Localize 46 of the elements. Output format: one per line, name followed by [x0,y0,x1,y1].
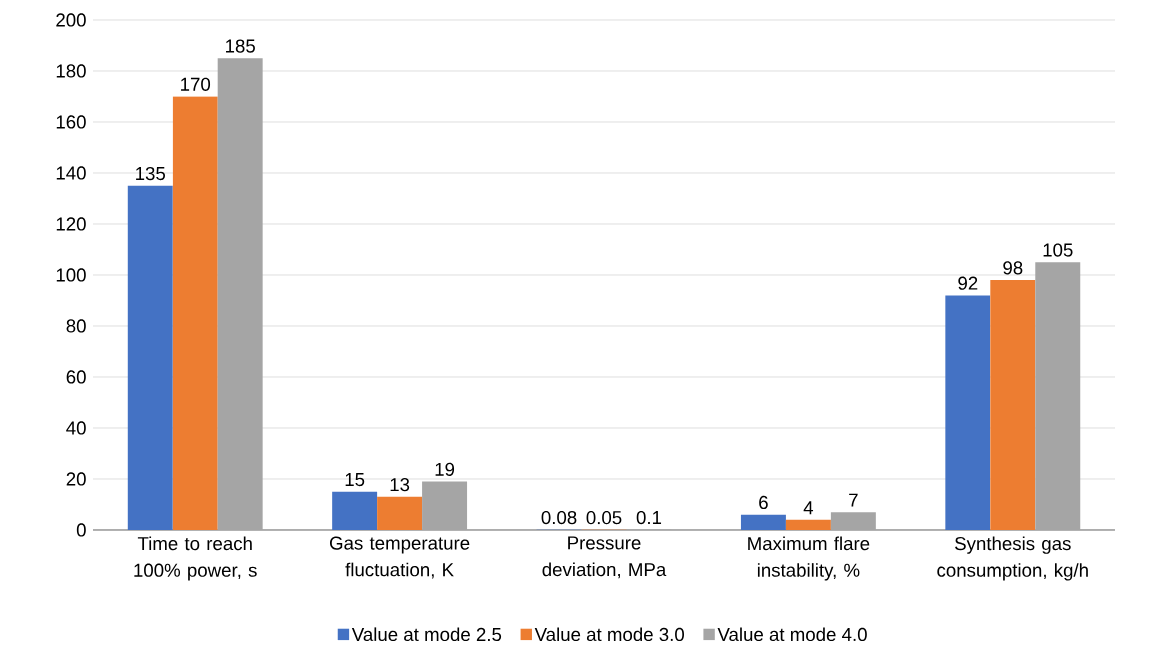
y-tick-label: 120 [56,217,86,231]
bar [332,491,378,530]
data-label: 170 [181,77,211,91]
bar [990,280,1036,530]
data-label: 0.08 [541,510,577,525]
y-tick-label: 100 [56,268,86,282]
data-label: 6 [759,495,768,510]
data-label: 13 [390,478,410,492]
legend-label: Value at mode 2.5 [351,627,502,642]
bar [127,185,173,530]
data-label: 185 [226,39,255,53]
data-label: 0.1 [636,510,662,525]
data-label: 4 [803,501,814,515]
y-tick-label: 20 [66,472,86,486]
y-tick-label: 180 [56,64,86,78]
y-tick-label: 0 [76,523,86,537]
bar [217,58,263,530]
data-label: 135 [136,166,166,181]
bar [1035,262,1081,530]
data-label: 98 [1003,261,1023,275]
bar [172,96,218,530]
data-label: 0.05 [586,511,622,525]
bar [785,519,831,530]
y-tick-label: 200 [56,13,86,27]
y-tick-label: 60 [66,370,86,384]
y-tick-label: 80 [66,319,86,333]
data-label: 15 [345,473,365,487]
legend-label: Value at mode 4.0 [717,627,867,642]
bar [422,481,468,530]
data-label: 19 [435,462,455,476]
x-tick-label: Maximum flare instability, % [748,536,870,581]
bar [377,496,423,530]
x-tick-label: Gas temperature fluctuation, K [330,536,470,579]
x-tick-label: Time to reach 100% power, s [134,536,257,581]
y-tick-label: 160 [56,115,86,129]
y-tick-label: 40 [66,421,86,435]
y-tick-label: 140 [56,166,86,180]
legend-label: Value at mode 3.0 [534,627,684,642]
x-tick-label: Synthesis gas consumption, kg/h [937,536,1088,581]
data-label: 7 [849,493,858,507]
bar [945,295,991,530]
bar [830,512,876,530]
data-label: 105 [1043,243,1073,257]
bar [740,514,786,530]
data-label: 92 [958,276,978,290]
x-tick-label: Pressure deviation, MPa [542,536,667,579]
